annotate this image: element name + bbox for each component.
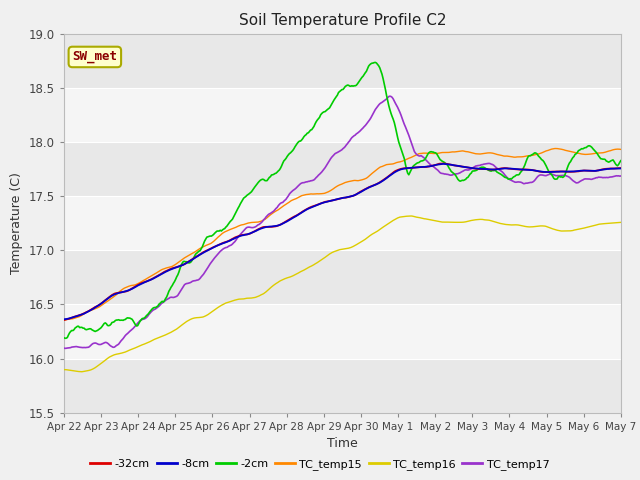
Bar [64, 196, 621, 250]
Legend: -32cm, -8cm, -2cm, TC_temp15, TC_temp16, TC_temp17: -32cm, -8cm, -2cm, TC_temp15, TC_temp16,… [86, 455, 554, 474]
Bar [64, 304, 621, 359]
X-axis label: Time: Time [327, 437, 358, 450]
Text: SW_met: SW_met [72, 50, 117, 63]
Y-axis label: Temperature (C): Temperature (C) [10, 172, 23, 274]
Bar [64, 34, 621, 88]
Bar [64, 88, 621, 142]
Bar [64, 142, 621, 196]
Title: Soil Temperature Profile C2: Soil Temperature Profile C2 [239, 13, 446, 28]
Bar [64, 250, 621, 304]
Bar [64, 359, 621, 413]
